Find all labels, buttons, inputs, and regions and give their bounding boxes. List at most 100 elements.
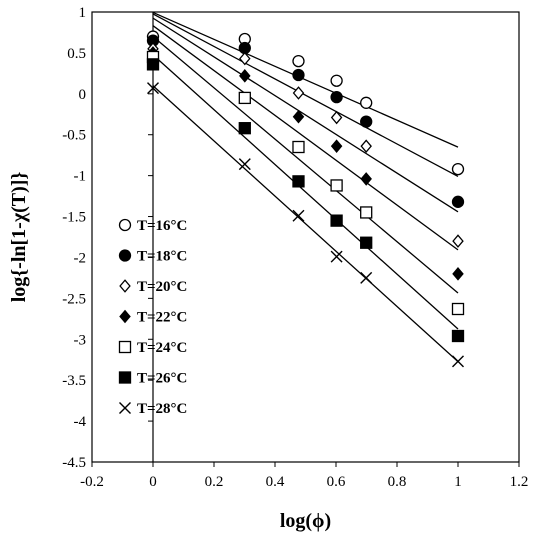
y-tick-label: 0 (79, 87, 87, 103)
legend-entry: T=18°C (118, 249, 187, 265)
data-point (292, 54, 305, 68)
data-point (360, 139, 372, 153)
data-point (238, 158, 251, 171)
y-tick-label: 1 (79, 5, 87, 21)
trendline-series-4 (152, 25, 459, 251)
legend-label: T=24°C (137, 340, 187, 356)
data-point (451, 302, 465, 316)
data-point (292, 140, 305, 154)
y-axis-title: log{-ln[1-χ(T)]} (8, 172, 30, 303)
legend-label: T=20°C (137, 279, 187, 295)
data-point (330, 110, 343, 125)
legend-marker (119, 309, 131, 324)
data-point (452, 267, 464, 281)
trendline-series-6 (152, 54, 459, 330)
data-point (360, 236, 373, 249)
y-tick-label: -4.5 (62, 455, 86, 471)
y-tick-label: -1 (74, 169, 87, 185)
trendline-series-7 (152, 85, 459, 363)
legend-label: T=22°C (137, 310, 187, 326)
y-tick-label: -3 (74, 332, 87, 348)
y-tick-label: -4 (74, 414, 87, 430)
trendline-series-5 (152, 36, 459, 294)
cross-stroke (147, 82, 159, 95)
data-point (451, 195, 465, 208)
legend: T=16°C T=18°C T=20°C T=22°C T=24°C T=26°C T=28… (118, 218, 187, 417)
data-point (238, 41, 251, 55)
cross-stroke (119, 402, 131, 414)
series-6 (146, 58, 465, 343)
data-point (292, 175, 305, 188)
y-tick-label: -1.5 (62, 210, 86, 226)
data-point (360, 206, 373, 219)
data-point (146, 58, 160, 71)
legend-marker (119, 279, 131, 293)
legend-marker (118, 340, 132, 354)
trendline-series-1 (152, 11, 459, 148)
data-point (147, 82, 159, 95)
data-point (238, 122, 251, 135)
series-1 (146, 30, 465, 176)
data-point (330, 214, 343, 227)
series-3 (147, 42, 464, 248)
data-point (452, 234, 464, 248)
series-4 (147, 46, 464, 281)
x-tick-label: -0.2 (80, 474, 104, 490)
data-point (292, 68, 305, 82)
x-tick-label: 0.8 (388, 474, 407, 490)
series-5 (146, 50, 465, 316)
axes: 1 0.5 0 -0.5 -1 -1.5 -2 -2.5 -3 -3.5 -4 -4.5 -0.2 0 0.… (62, 5, 528, 490)
trendline-series-3 (152, 17, 459, 213)
data-points (146, 30, 465, 368)
data-point (451, 329, 465, 343)
legend-label: T=26°C (137, 371, 187, 387)
data-point (451, 162, 465, 176)
legend-label: T=18°C (137, 249, 187, 265)
x-tick-label: 0.4 (266, 474, 285, 490)
legend-marker (118, 218, 132, 232)
data-point (292, 109, 305, 124)
x-tick-label: 0.6 (327, 474, 346, 490)
cross-stroke (238, 158, 251, 171)
trendline-series-2 (152, 13, 459, 178)
data-point (330, 90, 343, 104)
data-point (330, 250, 343, 263)
data-point (330, 179, 343, 192)
cross-stroke (292, 209, 305, 222)
plot-frame (91, 11, 520, 463)
x-axis-title: log(ϕ) (280, 510, 331, 532)
legend-entry: T=24°C (118, 340, 187, 356)
data-point (452, 355, 464, 368)
y-tick-label: -0.5 (62, 128, 86, 144)
data-point (330, 139, 343, 153)
y-tick-label: -2 (74, 250, 87, 266)
legend-label: T=16°C (137, 218, 187, 234)
data-point (360, 115, 373, 128)
data-point (238, 91, 251, 105)
legend-entry: T=16°C (118, 218, 187, 234)
x-tick-label: 1.2 (510, 474, 529, 490)
y-tick-label: 0.5 (67, 46, 86, 62)
y-tick-label: -3.5 (62, 373, 86, 389)
x-tick-label: 1 (454, 474, 462, 490)
data-point (239, 69, 251, 83)
series-2 (146, 34, 465, 208)
legend-entry: T=20°C (119, 279, 187, 295)
x-tick-label: 0 (149, 474, 157, 490)
legend-marker (119, 402, 131, 414)
legend-entry: T=22°C (119, 309, 187, 326)
data-point (360, 96, 373, 109)
y-tick-label: -2.5 (62, 291, 86, 307)
cross-stroke (452, 355, 464, 368)
data-point (239, 51, 251, 66)
cross-stroke (330, 250, 343, 263)
x-tick-label: 0.2 (205, 474, 224, 490)
data-point (330, 74, 343, 87)
legend-label: T=28°C (137, 401, 187, 417)
data-point (360, 172, 372, 186)
data-point (360, 271, 373, 284)
trendlines (152, 11, 459, 363)
data-point (292, 86, 305, 100)
data-point (292, 209, 305, 222)
